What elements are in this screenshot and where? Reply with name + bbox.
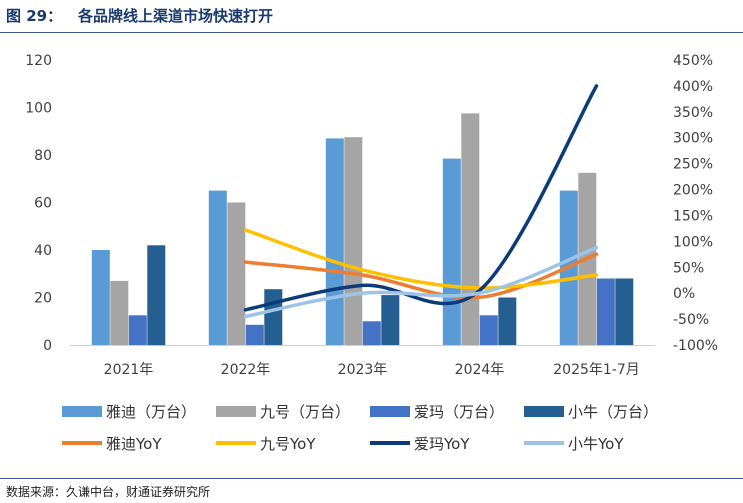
bar [227,202,246,345]
legend-label: 雅迪YoY [106,435,162,453]
y-right-tick-label: 250% [673,157,713,173]
legend-swatch [524,406,564,417]
chart-axes: 0 20 40 60 80 100 120 -100% -50% 0% 50% 100% 150% 200… [25,53,718,378]
y-left-tick-label: 120 [25,53,52,69]
y-left-tick-label: 100 [25,101,52,117]
bar [344,137,363,345]
bar [442,158,461,345]
bar [498,297,517,345]
bar [362,321,381,346]
chart-legend: 雅迪（万台） 九号（万台） 爱玛（万台） 小牛（万台） 雅迪YoY 九号YoY 爱玛YoY 小… [62,403,658,453]
bar [91,250,110,345]
y-right-tick-label: 0% [673,286,695,302]
chart: 0 20 40 60 80 100 120 -100% -50% 0% 50% 100% 150% 200… [25,53,718,453]
yoy-line [243,228,599,290]
bar [128,315,147,345]
legend-swatch [62,406,102,417]
bar [208,190,227,345]
bar [264,289,283,345]
line-series [243,84,599,319]
legend-label: 雅迪（万台） [106,403,196,421]
title-divider [0,32,743,33]
y-right-tick-label: 300% [673,131,713,147]
figure-number: 图 29： [6,7,63,25]
bar [245,324,264,345]
y-right-tick-label: -50% [673,312,709,328]
bar [381,295,400,345]
yoy-line [243,245,599,319]
x-tick-label: 2022年 [221,362,271,378]
x-tick-label: 2023年 [338,362,388,378]
footer-divider [0,478,743,479]
bar [596,278,615,345]
y-left-tick-label: 80 [34,148,52,164]
y-right-tick-label: 100% [673,234,713,250]
x-tick-label: 2025年1-7月 [553,362,640,378]
y-right-tick-label: 400% [673,79,713,95]
source-note: 数据来源：久谦中台，财通证券研究所 [6,485,211,499]
x-tick-label: 2021年 [104,362,154,378]
y-left-tick-label: 40 [34,243,52,259]
y-left-tick-label: 0 [43,338,52,354]
figure-title-text: 各品牌线上渠道市场快速打开 [78,7,274,25]
bar [615,278,634,345]
y-left-tick-label: 20 [34,291,52,307]
legend-label: 九号（万台） [260,403,350,421]
legend-label: 爱玛YoY [414,435,470,453]
legend-label: 小牛（万台） [568,403,658,421]
bar [325,138,344,345]
y-left-tick-label: 60 [34,196,52,212]
bar [110,280,129,345]
legend-swatch [370,406,410,417]
y-right-tick-label: 200% [673,183,713,199]
y-right-tick-label: 450% [673,53,713,69]
y-right-tick-label: 150% [673,208,713,224]
y-right-tick-label: -100% [673,338,718,354]
bar [147,245,166,346]
legend-label: 九号YoY [260,435,316,453]
y-right-tick-label: 350% [673,105,713,121]
legend-label: 爱玛（万台） [414,403,504,421]
yoy-line [243,84,599,312]
figure-title: 图 29： 各品牌线上渠道市场快速打开 [6,4,273,28]
y-right-tick-label: 50% [673,260,704,276]
legend-swatch [216,406,256,417]
bar [479,315,498,345]
yoy-line [243,252,599,300]
bar [461,113,480,346]
legend-label: 小牛YoY [568,435,624,453]
bar-series [91,113,634,346]
x-tick-label: 2024年 [455,362,505,378]
